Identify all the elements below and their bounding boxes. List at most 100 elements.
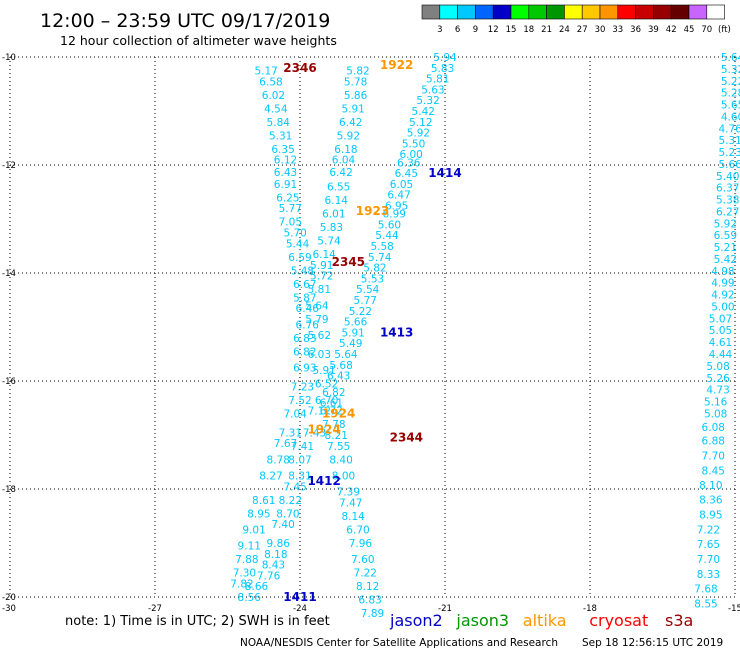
- swh-value: 6.91: [274, 179, 297, 191]
- swh-value: 5.72: [310, 271, 333, 283]
- swh-value: 5.64: [721, 52, 740, 64]
- swh-value: 6.47: [387, 190, 410, 202]
- colorbar-tick-label: 15: [506, 25, 517, 35]
- swh-value: 6.58: [259, 76, 282, 88]
- swh-value: 6.04: [332, 155, 356, 167]
- swh-value: 6.25: [276, 192, 299, 204]
- swh-value: 5.54: [356, 284, 380, 296]
- colorbar-swatch: [564, 4, 583, 20]
- colorbar-tick-label: 70: [701, 25, 712, 35]
- footer-credit: NOAA/NESDIS Center for Satellite Applica…: [240, 637, 558, 649]
- pass-time-label: 1414: [428, 166, 461, 180]
- colorbar-tick-label: 30: [595, 25, 606, 35]
- swh-value: 7.12: [308, 406, 331, 418]
- swh-value: 4.61: [709, 337, 732, 349]
- swh-value: 6.27: [716, 206, 739, 218]
- swh-value: 7.68: [694, 583, 717, 595]
- swh-value: 7.70: [697, 554, 720, 566]
- swh-value: 5.08: [704, 408, 727, 420]
- colorbar-swatch: [670, 4, 690, 20]
- x-tick-label: -27: [148, 604, 162, 614]
- swh-value: 7.47: [339, 498, 362, 510]
- swh-value: 5.78: [344, 76, 367, 88]
- swh-value: 7.82: [230, 579, 253, 591]
- pass-time-label: 1411: [283, 590, 316, 604]
- swh-value: 8.31: [288, 471, 311, 483]
- colorbar-swatch: [599, 4, 619, 20]
- legend-jason2: jason2: [389, 611, 443, 630]
- swh-value: 6.93: [293, 363, 316, 375]
- satellite-legend: jason2 jason3 altika cryosat s3a: [389, 611, 693, 630]
- track-2346: 5.176.58 6.024.54 5.845.31 6.356.126.436.91…: [230, 66, 319, 591]
- x-tick-label: -18: [583, 604, 597, 614]
- swh-value: 5.70: [283, 228, 306, 240]
- swh-value: 5.44: [375, 230, 399, 242]
- swh-value: 8.00: [332, 471, 355, 483]
- colorbar-swatch: [510, 4, 530, 20]
- swh-value: 8.21: [325, 430, 348, 442]
- swh-value: 5.91: [312, 365, 335, 377]
- swh-value: 5.00: [711, 301, 734, 313]
- swh-value: 7.31: [279, 427, 302, 439]
- swh-value: 5.94: [433, 52, 457, 64]
- swh-value: 6.59: [288, 252, 311, 264]
- swh-value: 6.02: [262, 90, 285, 102]
- swh-value: 5.26: [706, 373, 730, 385]
- swh-value: 8.45: [702, 466, 725, 478]
- swh-value: 8.66: [245, 581, 269, 593]
- colorbar-swatch: [457, 4, 476, 20]
- swh-value: 5.62: [308, 330, 331, 342]
- swh-value: 8.55: [694, 598, 717, 610]
- swh-value: 5.83: [431, 63, 454, 75]
- track-1922: 5.945.835.815.635.325.425.125.925.506.00…: [320, 52, 457, 620]
- swh-value: 5.91: [341, 327, 364, 339]
- y-tick-label: -12: [2, 161, 16, 171]
- colorbar-swatch: [492, 4, 512, 20]
- colorbar-swatch: [439, 4, 458, 20]
- swh-value: 6.03: [308, 349, 331, 361]
- legend-jason3: jason3: [455, 611, 509, 630]
- swh-value: 7.78: [322, 419, 345, 431]
- swh-value: 6.55: [327, 182, 350, 194]
- y-tick-label: -20: [2, 593, 16, 603]
- swh-value: 5.50: [402, 138, 425, 150]
- colorbar-tick-label: 27: [577, 25, 588, 35]
- swh-value: 8.70: [276, 508, 299, 520]
- colorbar-tick-label: 36: [630, 25, 641, 35]
- swh-value: 8.27: [259, 471, 282, 483]
- swh-value: 5.77: [279, 203, 302, 215]
- colorbar-swatch: [528, 4, 547, 20]
- pass-time-label: 1413: [380, 325, 413, 339]
- swh-value: 6.46: [296, 303, 320, 315]
- swh-value: 6.08: [702, 422, 725, 434]
- swh-value: 7.60: [351, 554, 374, 566]
- colorbar-tick-label: 24: [559, 25, 570, 35]
- swh-value: 7.05: [279, 217, 302, 229]
- swh-value: 6.99: [383, 209, 406, 221]
- swh-value: 6.67: [293, 279, 316, 291]
- x-tick-label: -21: [438, 604, 452, 614]
- swh-value: 5.82: [346, 66, 369, 78]
- swh-value: 8.22: [279, 495, 302, 507]
- swh-value: 6.36: [397, 157, 421, 169]
- colorbar-swatch: [653, 4, 672, 20]
- swh-value: 5.82: [363, 263, 386, 275]
- swh-value: 5.07: [709, 313, 732, 325]
- swh-value: 7.89: [361, 608, 384, 620]
- swh-value: 4.54: [264, 103, 288, 115]
- swh-value: 5.44: [286, 238, 310, 250]
- swh-value: 8.56: [238, 592, 262, 604]
- pass-time-label: 1412: [307, 474, 340, 488]
- swh-value: 5.68: [329, 360, 352, 372]
- swh-value: 6.42: [329, 167, 352, 179]
- swh-value: 5.64: [305, 300, 329, 312]
- swh-value: 7.55: [327, 441, 350, 453]
- swh-value: 5.74: [368, 252, 392, 264]
- swh-value: 5.49: [339, 338, 362, 350]
- swh-value: 6.83: [293, 333, 316, 345]
- swh-value: 8.18: [264, 549, 287, 561]
- swh-value: 6.37: [716, 183, 739, 195]
- x-tick-label: -15: [728, 604, 740, 614]
- swh-value: 5.63: [421, 84, 444, 96]
